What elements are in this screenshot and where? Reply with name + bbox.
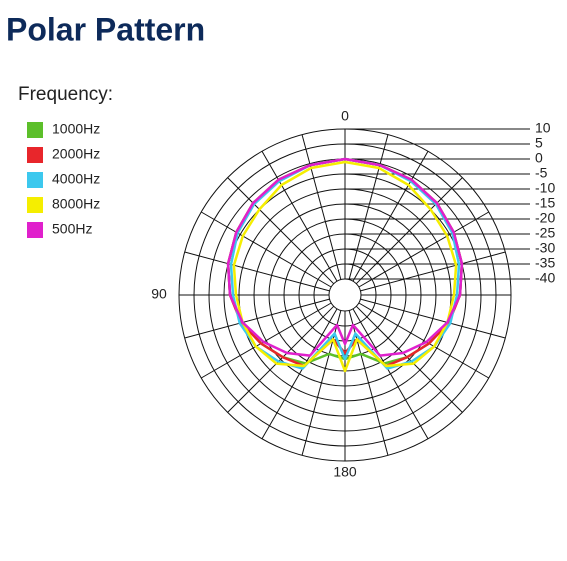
series-line bbox=[226, 157, 464, 357]
legend-label: 500Hz bbox=[52, 221, 92, 237]
legend-label: 1000Hz bbox=[52, 121, 100, 137]
theta-tick-label: 90 bbox=[151, 286, 167, 302]
r-tick-label: -20 bbox=[535, 210, 555, 226]
r-tick-label: -5 bbox=[535, 165, 548, 181]
legend-swatch bbox=[27, 147, 43, 163]
r-tick-label: -25 bbox=[535, 225, 555, 241]
legend-swatch bbox=[27, 172, 43, 188]
series-line bbox=[229, 157, 461, 370]
legend-label: 4000Hz bbox=[52, 171, 100, 187]
r-tick-label: -15 bbox=[535, 195, 555, 211]
legend-label: 8000Hz bbox=[52, 196, 100, 212]
r-tick-label: -10 bbox=[535, 180, 555, 196]
legend-title: Frequency: bbox=[18, 84, 113, 105]
legend-label: 2000Hz bbox=[52, 146, 100, 162]
chart-title: Polar Pattern bbox=[6, 11, 205, 47]
r-tick-label: 10 bbox=[535, 120, 551, 136]
r-tick-label: -40 bbox=[535, 270, 555, 286]
r-tick-label: 0 bbox=[535, 150, 543, 166]
r-tick-label: 5 bbox=[535, 135, 543, 151]
r-tick-label: -35 bbox=[535, 255, 555, 271]
theta-tick-label: 0 bbox=[341, 108, 349, 124]
series-line bbox=[232, 160, 458, 373]
r-tick-label: -30 bbox=[535, 240, 555, 256]
legend-swatch bbox=[27, 222, 43, 238]
legend-swatch bbox=[27, 197, 43, 213]
theta-tick-label: 180 bbox=[333, 464, 357, 480]
legend-swatch bbox=[27, 122, 43, 138]
grid-ring bbox=[328, 278, 362, 312]
